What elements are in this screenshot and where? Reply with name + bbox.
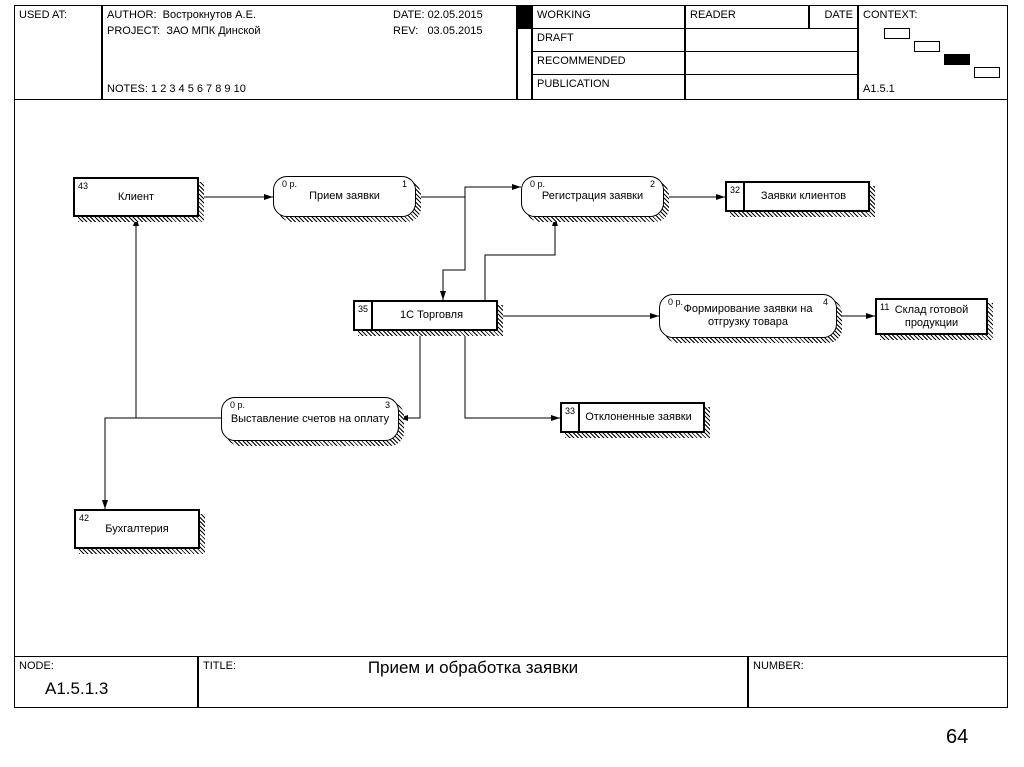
node-corner-tl-n11: 11 (880, 302, 889, 312)
rev-label: REV: (393, 25, 418, 37)
header-date-cell: DATE (809, 5, 858, 29)
node-leftbar-n35 (371, 302, 373, 329)
status-draft: DRAFT (532, 28, 685, 52)
node-corner-tr-n1: 1 (402, 179, 407, 189)
status-publication: PUBLICATION (532, 74, 685, 100)
node-corner-tr-n3: 3 (385, 400, 390, 410)
context-mini-3 (944, 54, 970, 65)
node-label-n33: Отклоненные заявки (585, 411, 692, 424)
footer-node-label: NODE: (19, 660, 54, 672)
context-mini-2 (914, 41, 940, 52)
node-leftbar-n33 (578, 404, 580, 431)
node-label-n35: 1С Торговля (400, 309, 463, 322)
node-corner-tr-n2: 2 (650, 179, 655, 189)
notes-value: 1 2 3 4 5 6 7 8 9 10 (151, 83, 246, 95)
node-label-n43: Клиент (118, 191, 154, 204)
node-corner-tl-n1: 0 р. (282, 179, 297, 189)
status-left-bar (517, 5, 532, 100)
status-recommended: RECOMMENDED (532, 51, 685, 75)
node-label-n11: Склад готовой продукции (879, 304, 984, 330)
reader-row3 (685, 51, 858, 75)
node-n3: Выставление счетов на оплату 0 р. 3 (221, 397, 399, 441)
node-leftbar-n32 (743, 183, 745, 210)
reader-cell: READER (685, 5, 809, 29)
date-value: 02.05.2015 (428, 9, 483, 21)
used-at-cell: USED AT: (14, 5, 102, 100)
node-n42: Бухгалтерия 42 (74, 509, 200, 549)
node-label-n2: Регистрация заявки (542, 190, 643, 203)
node-corner-tl-n3: 0 р. (230, 400, 245, 410)
context-id: A1.5.1 (863, 82, 895, 96)
author-label: AUTHOR: (107, 9, 157, 21)
author-value: Вострокнутов А.Е. (163, 9, 256, 21)
project-value: ЗАО МПК Динской (166, 25, 260, 37)
node-n33: Отклоненные заявки 33 (560, 402, 705, 433)
node-n35: 1С Торговля 35 (353, 300, 498, 331)
context-cell: CONTEXT: A1.5.1 (858, 5, 1008, 100)
page-number: 64 (946, 730, 968, 744)
node-corner-tr-n4: 4 (823, 297, 828, 307)
node-n32: Заявки клиентов 32 (725, 181, 870, 212)
node-n4: Формирование заявки на отгрузку товара0 … (659, 294, 837, 338)
node-label-n3: Выставление счетов на оплату (231, 413, 389, 426)
node-n43: Клиент 43 (73, 177, 199, 217)
node-n1: Прием заявки 0 р. 1 (273, 176, 416, 217)
node-n2: Регистрация заявки0 р. 2 (521, 176, 664, 217)
node-label-n4: Формирование заявки на отгрузку товара (662, 303, 834, 329)
node-label-n32: Заявки клиентов (761, 190, 846, 203)
footer-node-cell: NODE: A1.5.1.3 (14, 656, 198, 708)
context-mini-4 (974, 67, 1000, 78)
footer-number-cell: NUMBER: (748, 656, 1008, 708)
outer-frame (14, 5, 1008, 708)
rev-value: 03.05.2015 (427, 25, 482, 37)
reader-row4 (685, 74, 858, 100)
context-mini-1 (884, 28, 910, 39)
reader-row2 (685, 28, 858, 52)
footer-number-label: NUMBER: (753, 660, 804, 672)
status-working: WORKING (532, 5, 685, 29)
node-label-n42: Бухгалтерия (105, 523, 169, 536)
node-corner-tl-n43: 43 (78, 181, 88, 191)
notes-label: NOTES: (107, 83, 148, 95)
node-corner-tl-n4: 0 р. (668, 297, 683, 307)
used-at-label: USED AT: (19, 9, 67, 21)
node-corner-tl-n35: 35 (358, 304, 368, 314)
context-label: CONTEXT: (863, 9, 917, 21)
node-corner-tl-n2: 0 р. (530, 179, 545, 189)
author-project-cell: AUTHOR: Вострокнутов А.Е. PROJECT: ЗАО М… (102, 5, 517, 100)
node-corner-tl-n33: 33 (565, 406, 575, 416)
footer-title-value: Прием и обработка заявки (199, 661, 747, 675)
node-n11: Склад готовой продукции11 (875, 298, 988, 335)
node-label-n1: Прием заявки (309, 190, 380, 203)
footer-node-value: A1.5.1.3 (45, 682, 108, 696)
node-corner-tl-n32: 32 (730, 185, 740, 195)
project-label: PROJECT: (107, 25, 160, 37)
node-corner-tl-n42: 42 (79, 513, 89, 523)
date-label: DATE: (393, 9, 425, 21)
footer-title-cell: TITLE: Прием и обработка заявки (198, 656, 748, 708)
